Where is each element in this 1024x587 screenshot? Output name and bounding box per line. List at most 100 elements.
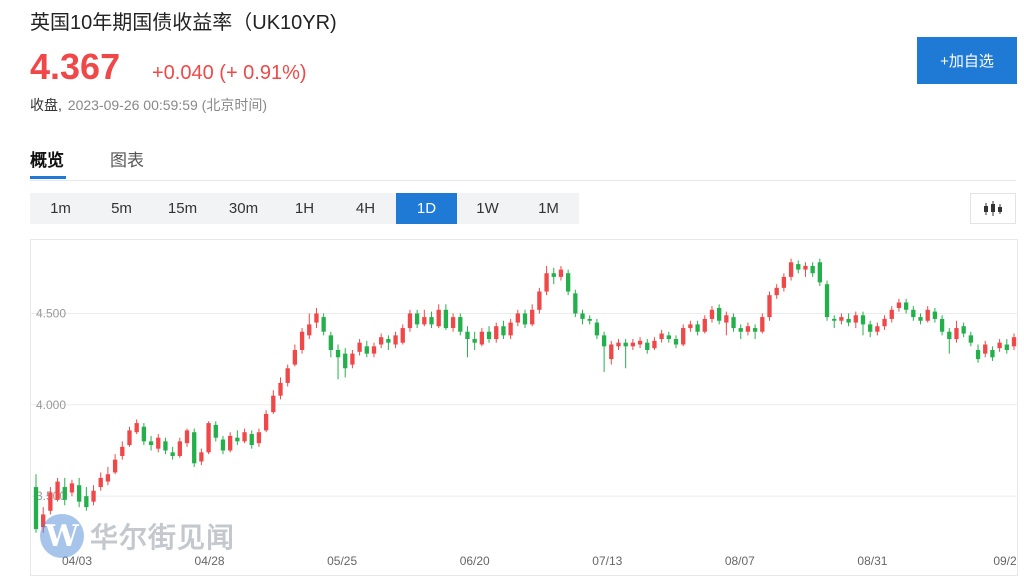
period-15m[interactable]: 15m	[167, 200, 198, 217]
candle-body	[177, 441, 182, 456]
candle-body	[163, 441, 168, 451]
candle-body	[911, 309, 916, 318]
period-30m[interactable]: 30m	[228, 200, 259, 217]
candle-body	[84, 496, 89, 508]
candle-body	[573, 293, 578, 314]
candle-body	[875, 326, 880, 332]
candle-body	[98, 477, 103, 488]
candle-body	[156, 437, 161, 449]
candle-body	[206, 423, 211, 453]
candle-body	[120, 446, 125, 456]
candlestick-chart[interactable]: 3.5004.0004.50004/0304/2805/2506/2007/13…	[30, 239, 1018, 576]
candle-body	[530, 309, 535, 325]
candle-body	[695, 324, 700, 332]
candle-body	[954, 328, 959, 340]
watermark-text: 华尔街见闻	[90, 521, 236, 554]
candle-body	[508, 322, 513, 336]
candle-body	[343, 353, 348, 369]
page-title: 英国10年期国债收益率（UK10YR)	[30, 12, 337, 34]
candle-body	[717, 307, 722, 321]
candle-body	[745, 326, 751, 332]
candle-body	[335, 349, 341, 358]
candle-body	[127, 430, 132, 446]
candle-body	[788, 262, 794, 277]
candle-body	[515, 313, 520, 323]
price-change: +0.040 (+ 0.91%)	[152, 62, 307, 84]
candle-body	[314, 313, 319, 323]
y-tick-label: 4.000	[36, 398, 66, 412]
candle-body	[580, 313, 585, 319]
current-price: 4.367	[30, 46, 121, 87]
candle-body	[990, 349, 995, 358]
period-5m[interactable]: 5m	[111, 200, 132, 217]
candle-body	[33, 487, 39, 530]
candle-body	[760, 317, 765, 332]
candle-body	[724, 315, 729, 323]
candle-body	[458, 317, 463, 332]
period-1m[interactable]: 1m	[50, 200, 71, 217]
chart-type-button[interactable]	[970, 193, 1016, 224]
candle-body	[393, 335, 398, 345]
candle-body	[472, 339, 477, 343]
candle-body	[939, 318, 945, 332]
candle-body	[817, 262, 822, 283]
wallstreetcn-logo: W	[40, 514, 84, 558]
candle-body	[400, 328, 405, 343]
candle-body	[479, 331, 485, 345]
candle-body	[235, 437, 240, 442]
candle-body	[1004, 344, 1009, 350]
candle-body	[328, 335, 333, 350]
candle-body	[249, 434, 254, 446]
period-1mo[interactable]: 1M	[538, 200, 559, 217]
add-watchlist-button[interactable]: +加自选	[917, 37, 1017, 84]
candle-body	[220, 439, 226, 451]
candle-body	[709, 309, 715, 319]
candle-body	[55, 481, 60, 500]
tab-overview[interactable]: 概览	[30, 151, 64, 170]
candle-body	[616, 342, 621, 347]
candle-body	[105, 474, 111, 482]
period-1d[interactable]: 1D	[396, 193, 457, 224]
candle-body	[688, 324, 693, 329]
candle-body	[752, 328, 758, 332]
candle-body	[565, 273, 571, 292]
candle-body	[307, 324, 312, 336]
candle-body	[379, 337, 384, 345]
candle-body	[371, 346, 377, 354]
candle-body	[810, 265, 815, 274]
period-1w[interactable]: 1W	[476, 200, 499, 217]
candle-body	[192, 432, 197, 464]
candle-body	[781, 276, 787, 288]
candle-body	[278, 382, 283, 396]
x-tick-label: 09/2	[993, 554, 1017, 568]
tab-chart[interactable]: 图表	[110, 151, 144, 170]
candle-body	[292, 349, 298, 365]
candle-body	[961, 326, 966, 334]
candle-body	[213, 424, 218, 438]
candle-body	[263, 413, 269, 431]
candle-body	[824, 284, 830, 318]
period-4h[interactable]: 4H	[355, 200, 376, 217]
candle-body	[299, 331, 305, 350]
candle-body	[112, 459, 118, 473]
candle-body	[364, 346, 369, 354]
candle-body	[494, 326, 499, 340]
candle-body	[501, 326, 506, 336]
candle-body	[522, 313, 528, 325]
watermark: W 华尔街见闻	[40, 514, 235, 558]
candle-body	[199, 452, 204, 462]
period-1h[interactable]: 1H	[294, 200, 315, 217]
candle-body	[839, 317, 844, 321]
candle-body	[357, 342, 362, 352]
x-tick-label: 06/20	[460, 554, 490, 568]
candle-body	[738, 328, 743, 332]
candle-body	[443, 309, 449, 329]
candle-body	[242, 432, 247, 442]
candle-body	[48, 492, 53, 511]
close-timestamp: 2023-09-26 00:59:59 (北京时间)	[67, 97, 267, 113]
y-tick-label: 4.500	[36, 306, 66, 320]
candle-body	[983, 344, 988, 354]
close-label: 收盘,	[30, 97, 62, 113]
candle-body	[968, 335, 974, 343]
candle-body	[141, 426, 147, 442]
